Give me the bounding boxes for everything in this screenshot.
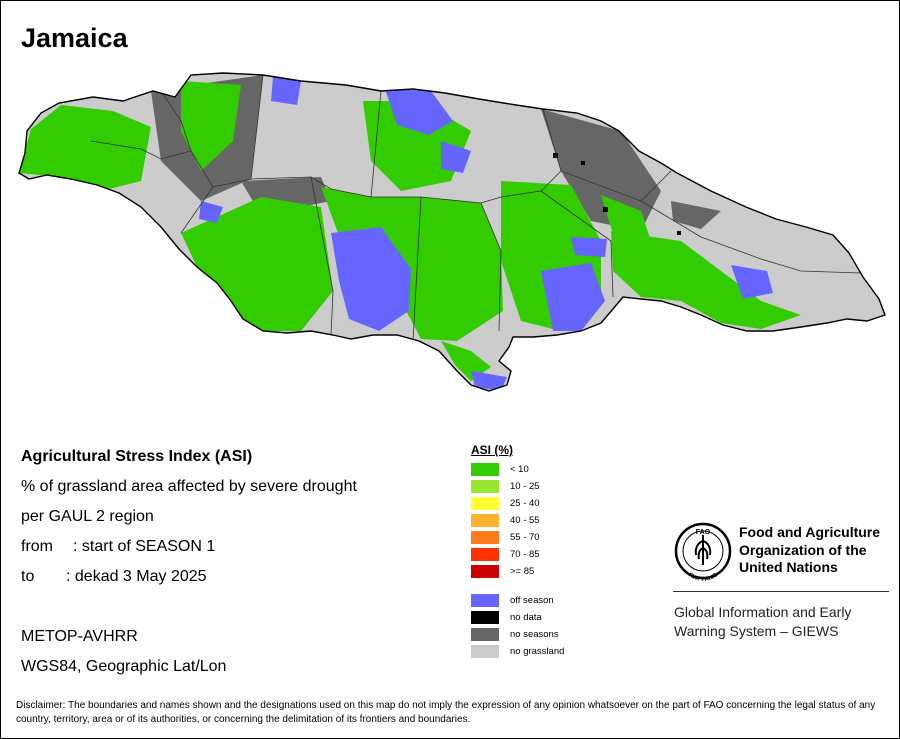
legend-item: no grassland xyxy=(471,643,564,660)
fao-logo-text: FAO xyxy=(696,529,711,536)
fao-name-line: United Nations xyxy=(739,559,838,575)
legend-swatch xyxy=(471,497,499,510)
info-sensor: METOP-AVHRR xyxy=(21,628,138,645)
giews-line: Global Information and Early xyxy=(674,604,852,620)
asi-raster xyxy=(19,73,885,391)
legend-label: < 10 xyxy=(510,464,529,475)
legend-item: >= 85 xyxy=(471,563,534,580)
info-aggregation: per GAUL 2 region xyxy=(21,508,154,525)
legend: ASI (%) < 10 10 - 25 25 - 40 40 - 55 55 … xyxy=(471,443,564,660)
legend-swatch xyxy=(471,594,499,607)
legend-label: no data xyxy=(510,612,542,623)
legend-item: no seasons xyxy=(471,626,559,643)
legend-label: 25 - 40 xyxy=(510,498,540,509)
legend-label: 55 - 70 xyxy=(510,532,540,543)
legend-item: < 10 xyxy=(471,461,529,478)
legend-swatch xyxy=(471,645,499,658)
fao-logo-motto: FIAT PANIS xyxy=(687,572,719,581)
info-description: % of grassland area affected by severe d… xyxy=(21,478,357,495)
giews-label: Global Information and Early Warning Sys… xyxy=(674,603,851,641)
to-label: to xyxy=(21,568,35,585)
legend-label: >= 85 xyxy=(510,566,535,577)
legend-label: 40 - 55 xyxy=(510,515,540,526)
disclaimer: Disclaimer: The boundaries and names sho… xyxy=(16,700,876,725)
jamaica-asi-map xyxy=(18,72,886,392)
legend-swatch xyxy=(471,548,499,561)
info-projection: WGS84, Geographic Lat/Lon xyxy=(21,658,227,675)
legend-item: 40 - 55 xyxy=(471,512,540,529)
region-boundaries xyxy=(90,74,862,342)
fao-name-line: Food and Agriculture xyxy=(739,524,881,540)
fao-name-line: Organization of the xyxy=(739,541,867,558)
legend-swatch xyxy=(471,628,499,641)
legend-title: ASI (%) xyxy=(471,443,513,457)
legend-item: off season xyxy=(471,592,554,609)
legend-item: 70 - 85 xyxy=(471,546,540,563)
legend-swatch xyxy=(471,611,499,624)
info-heading: Agricultural Stress Index (ASI) xyxy=(21,448,253,465)
legend-swatch xyxy=(471,480,499,493)
map-title: Jamaica xyxy=(21,23,128,53)
legend-label: no seasons xyxy=(510,629,559,640)
to-value: : dekad 3 May 2025 xyxy=(66,568,207,585)
from-label: from xyxy=(21,538,53,555)
legend-label: off season xyxy=(510,595,554,606)
legend-label: no grassland xyxy=(510,646,565,657)
divider xyxy=(673,591,889,592)
legend-item: 25 - 40 xyxy=(471,495,540,512)
legend-swatch xyxy=(471,463,499,476)
legend-item: 10 - 25 xyxy=(471,478,540,495)
legend-label: 10 - 25 xyxy=(510,481,540,492)
legend-label: 70 - 85 xyxy=(510,549,540,560)
giews-line: Warning System – GIEWS xyxy=(674,623,839,639)
legend-item: no data xyxy=(471,609,542,626)
legend-swatch xyxy=(471,514,499,527)
legend-swatch xyxy=(471,531,499,544)
legend-item: 55 - 70 xyxy=(471,529,540,546)
fao-name: Food and Agriculture Organization of the… xyxy=(739,524,880,577)
legend-swatch xyxy=(471,565,499,578)
info-to: to : dekad 3 May 2025 xyxy=(21,568,207,586)
info-from: from : start of SEASON 1 xyxy=(21,538,215,556)
from-value: : start of SEASON 1 xyxy=(73,538,216,555)
fao-logo: FAO FIAT PANIS xyxy=(674,522,732,581)
